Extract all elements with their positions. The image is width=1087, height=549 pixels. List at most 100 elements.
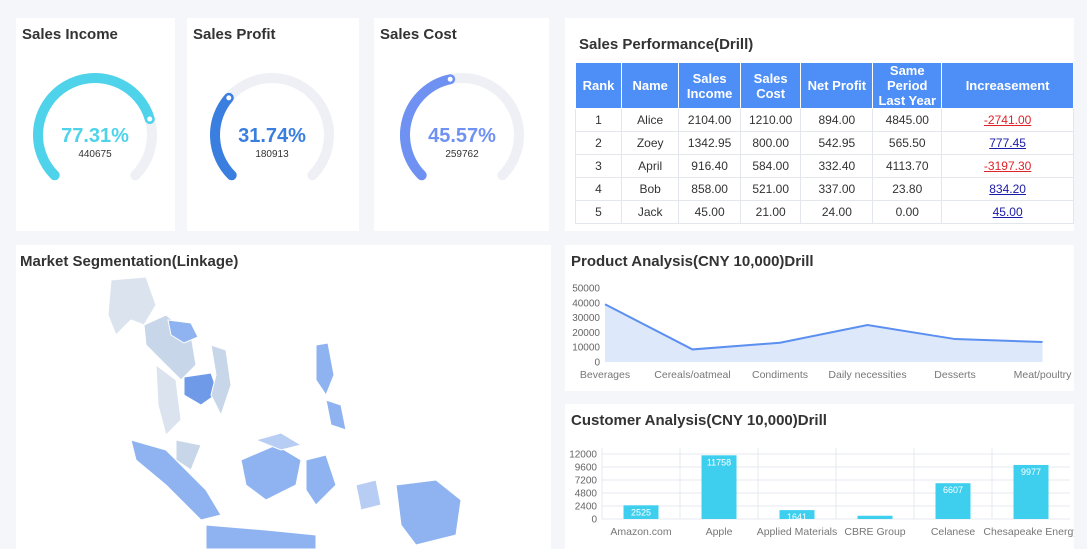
table-row: 5 Jack 45.00 21.00 24.00 0.00 45.00 (575, 200, 1074, 224)
table-cell: 332.40 (800, 154, 874, 178)
region[interactable] (325, 399, 347, 431)
column-header: Sales Cost (739, 62, 802, 109)
column-header: Same Period Last Year (872, 62, 943, 109)
region[interactable] (315, 342, 335, 397)
table-cell: 1210.00 (739, 108, 802, 132)
bar (857, 515, 893, 519)
table-cell: 858.00 (678, 177, 741, 201)
table-cell: 2104.00 (678, 108, 741, 132)
chart-panel: Product Analysis(CNY 10,000)Drill 0 10000 2… (565, 245, 1074, 391)
gauge-title: Sales Profit (193, 26, 276, 43)
table-cell: 894.00 (800, 108, 874, 132)
y-tick-label: 30000 (572, 313, 600, 324)
region[interactable] (254, 432, 303, 451)
gauge-value: 77.31% (61, 125, 129, 147)
table-cell: Jack (620, 200, 680, 224)
chart: 0 10000 20000 30000 40000 50000 Beverages Cerea… (572, 284, 1072, 382)
table-cell: 2 (575, 131, 622, 155)
region[interactable] (155, 363, 182, 436)
gauge-amount: 259762 (445, 149, 479, 160)
y-tick-label: 0 (594, 358, 600, 369)
chart: 0 2400 4800 7200 9600 12000 Amazon.com Apple App… (569, 448, 1074, 538)
bar (1013, 464, 1049, 519)
column-header: Net Profit (800, 62, 874, 109)
bar (779, 510, 815, 519)
table-cell: 21.00 (739, 200, 802, 224)
bar (701, 455, 737, 519)
map-title: Market Segmentation(Linkage) (20, 253, 239, 270)
gauge-arc (400, 74, 456, 181)
gauge-knob (445, 74, 455, 84)
drill-link[interactable]: 777.45 (989, 136, 1026, 150)
table-cell: April (620, 154, 680, 178)
y-tick-label: 0 (591, 515, 597, 526)
gauge-title: Sales Income (22, 26, 118, 43)
region[interactable] (305, 454, 337, 506)
value-label: 1641 (787, 512, 807, 522)
region[interactable] (183, 372, 219, 406)
region[interactable] (175, 439, 202, 471)
region[interactable] (130, 439, 222, 521)
y-tick-label: 9600 (575, 463, 598, 474)
table-cell: 834.20 (941, 177, 1074, 201)
region[interactable] (167, 319, 199, 344)
table-cell: Bob (620, 177, 680, 201)
column-header: Name (620, 62, 680, 109)
gauge: 31.74% 180913 (210, 73, 334, 181)
line (604, 303, 1043, 351)
chart-title: Product Analysis(CNY 10,000)Drill (571, 253, 814, 270)
drill-link[interactable]: -3197.30 (983, 159, 1032, 173)
table-row: 3 April 916.40 584.00 332.40 4113.70 -3197.30 (575, 154, 1074, 178)
table-cell: 1342.95 (678, 131, 741, 155)
gauge: 45.57% 259762 (400, 73, 524, 181)
region[interactable] (395, 479, 462, 546)
x-tick-label: Applied Materials (757, 526, 838, 538)
x-tick-label: CBRE Group (844, 526, 905, 538)
x-tick-label: Daily necessities (828, 369, 906, 381)
table-row: 4 Bob 858.00 521.00 337.00 23.80 834.20 (575, 177, 1074, 201)
value-label: 11758 (707, 457, 731, 467)
drill-link[interactable]: 45.00 (992, 205, 1023, 219)
chart-panel: Customer Analysis(CNY 10,000)Drill 0 2400 4… (565, 404, 1074, 549)
drill-link[interactable]: 834.20 (989, 182, 1026, 196)
y-tick-label: 20000 (572, 328, 600, 339)
table-cell: -3197.30 (941, 154, 1074, 178)
table-cell: 5 (575, 200, 622, 224)
region[interactable] (355, 479, 382, 511)
table-title: Sales Performance(Drill) (579, 36, 754, 53)
y-tick-label: 2400 (575, 502, 598, 513)
y-tick-label: 7200 (575, 476, 598, 487)
table-cell: 521.00 (739, 177, 802, 201)
region[interactable] (205, 524, 317, 549)
bar (623, 505, 659, 519)
chart-title: Customer Analysis(CNY 10,000)Drill (571, 412, 827, 429)
table-cell: 45.00 (941, 200, 1074, 224)
drill-link[interactable]: -2741.00 (983, 113, 1032, 127)
table-cell: -2741.00 (941, 108, 1074, 132)
y-tick-label: 50000 (572, 284, 600, 295)
gauge-panel: Sales Income 77.31% 440675 (16, 18, 175, 231)
table-cell: 1 (575, 108, 622, 132)
sales-table: Rank Name Sales Income Sales Cost Net Profit… (575, 62, 1074, 224)
gauge-amount: 180913 (255, 149, 289, 160)
table-cell: 4113.70 (872, 154, 943, 178)
y-tick-label: 4800 (575, 489, 598, 500)
region[interactable] (210, 344, 232, 417)
table-row: 1 Alice 2104.00 1210.00 894.00 4845.00 -2741.0… (575, 108, 1074, 132)
region[interactable] (107, 276, 157, 336)
y-tick-label: 40000 (572, 298, 600, 309)
map (107, 276, 462, 549)
x-tick-label: Celanese (931, 526, 976, 538)
area (605, 304, 1043, 362)
table-cell: Alice (620, 108, 680, 132)
table-cell: 3 (575, 154, 622, 178)
gauge-panel: Sales Profit 31.74% 180913 (187, 18, 359, 231)
table-cell: 4 (575, 177, 622, 201)
gauge-knob (145, 114, 155, 124)
region[interactable] (240, 444, 302, 501)
y-tick-label: 12000 (569, 450, 597, 461)
header-row: Rank Name Sales Income Sales Cost Net Profit… (575, 62, 1074, 109)
table-row: 2 Zoey 1342.95 800.00 542.95 565.50 777.45 (575, 131, 1074, 155)
column-header: Increasement (941, 62, 1074, 109)
